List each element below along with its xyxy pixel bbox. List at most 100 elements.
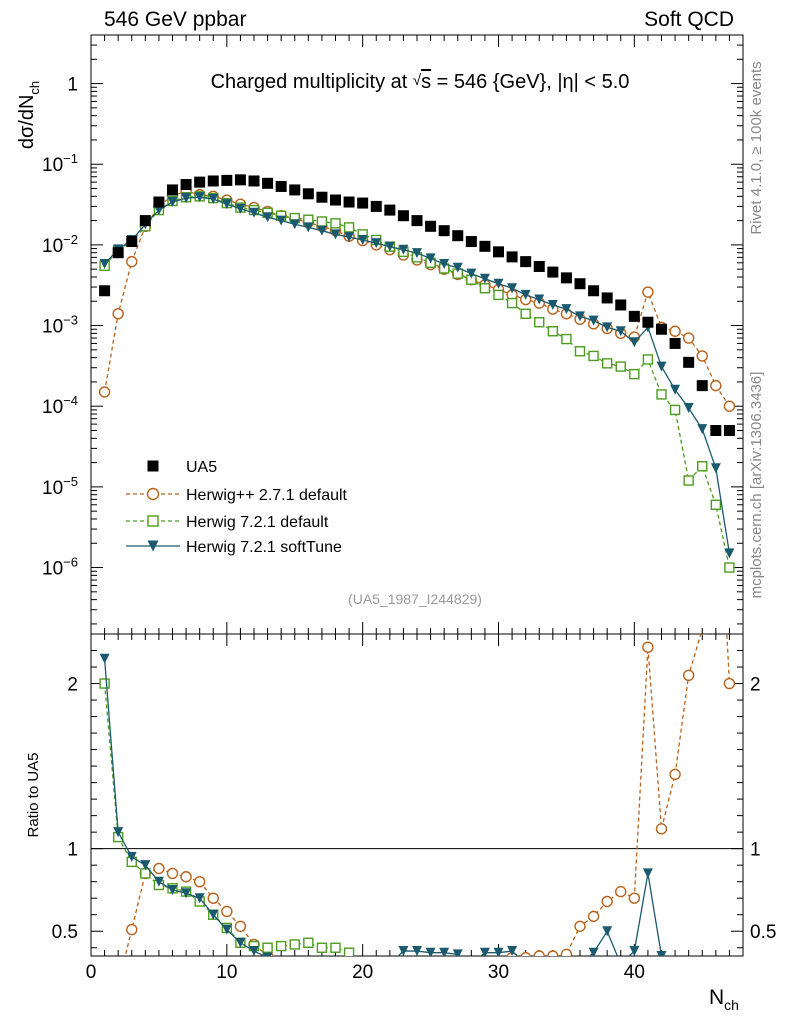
data-point <box>642 286 654 298</box>
ratio-line <box>124 634 731 956</box>
ratio-point <box>711 959 721 969</box>
x-tick-label: 30 <box>488 962 509 983</box>
ratio-point <box>507 946 518 956</box>
data-point <box>656 323 667 335</box>
data-point <box>601 358 613 369</box>
ratio-point <box>548 960 557 969</box>
data-point <box>479 240 491 252</box>
ratio-point <box>343 947 355 956</box>
ratio-point <box>153 876 164 887</box>
data-point <box>561 304 572 315</box>
data-point <box>533 260 545 272</box>
header-energy-label: 546 GeV ppbar <box>104 8 247 31</box>
data-point <box>330 229 341 240</box>
data-point <box>112 247 124 259</box>
ratio-point <box>576 960 585 969</box>
ratio-point <box>275 940 287 952</box>
ratio-point <box>193 875 206 888</box>
ratio-point <box>589 960 598 969</box>
data-point <box>357 197 369 209</box>
data-point <box>181 193 192 204</box>
ratio-point <box>194 893 205 904</box>
ratio-point <box>548 959 558 969</box>
data-point <box>696 350 708 362</box>
legend-entry: UA5 <box>147 459 217 476</box>
data-point <box>683 356 695 368</box>
data-point <box>710 379 722 392</box>
legend-marker <box>147 460 159 472</box>
ratio-point <box>629 946 640 956</box>
data-point <box>99 285 111 297</box>
data-point <box>629 337 640 348</box>
ratio-point <box>276 959 286 969</box>
data-point <box>302 188 314 200</box>
data-point <box>547 266 559 278</box>
ratio-point <box>221 924 232 935</box>
ratio-point <box>711 414 721 424</box>
ratio-point <box>262 942 273 953</box>
data-point <box>438 225 450 237</box>
data-point <box>384 241 395 252</box>
x-tick-label: 0 <box>86 962 97 983</box>
data-point <box>153 205 164 216</box>
ratio-point <box>153 862 165 875</box>
data-point <box>588 350 599 362</box>
data-point <box>370 200 382 212</box>
data-point <box>207 175 219 187</box>
data-point <box>479 283 491 294</box>
data-point <box>221 199 232 210</box>
data-point <box>425 253 436 264</box>
ratio-point <box>140 868 151 879</box>
ratio-point <box>682 669 695 681</box>
ratio-point <box>657 960 666 969</box>
ratio-point <box>425 947 436 956</box>
data-point <box>167 184 178 196</box>
series-herwig-7-2-1-default <box>99 191 735 573</box>
ratio-point <box>303 937 314 948</box>
y-axis-title: dσ/dNch <box>16 81 42 149</box>
ratio-point <box>276 959 286 969</box>
ratio-point <box>603 960 612 969</box>
main-panel: 1 10−1 10−2 10−3 10−4 10−5 10−6 <box>42 34 744 635</box>
data-point <box>534 317 545 328</box>
ratio-point <box>331 959 341 969</box>
ratio-point <box>453 960 462 969</box>
data-point <box>493 289 504 301</box>
data-point <box>520 256 532 268</box>
ratio-point <box>699 634 706 635</box>
ratio-point <box>385 959 395 969</box>
data-point <box>628 310 640 322</box>
data-point <box>465 236 477 248</box>
ratio-series-herwig-2-7-1-default <box>124 414 736 969</box>
ratio-point <box>180 871 192 883</box>
ratio-point <box>412 946 422 956</box>
legend-entry: Herwig++ 2.7.1 default <box>126 487 348 504</box>
data-point <box>710 463 721 474</box>
ratio-point <box>575 959 585 969</box>
ratio-point <box>574 920 586 932</box>
legend-marker <box>147 540 159 552</box>
data-point <box>343 196 355 208</box>
ratio-point <box>234 920 247 932</box>
data-point <box>656 361 667 372</box>
ratio-point <box>330 942 341 953</box>
data-point <box>153 196 165 208</box>
svg-text:dσ/dNch: dσ/dNch <box>16 81 42 149</box>
data-point <box>303 222 314 233</box>
ratio-point <box>561 959 571 969</box>
legend-label: Herwig++ 2.7.1 default <box>186 487 348 504</box>
data-point <box>139 215 151 227</box>
data-point <box>112 308 124 320</box>
svg-text:Ratio to UA5: Ratio to UA5 <box>25 752 42 837</box>
ratio-tick-label-right: 2 <box>750 675 761 696</box>
analysis-id-label: (UA5_1987_I244829) <box>348 591 482 607</box>
data-point <box>99 258 110 269</box>
header-category-label: Soft QCD <box>644 8 734 31</box>
data-point <box>248 175 260 187</box>
ratio-point <box>656 951 667 956</box>
ratio-point <box>711 960 720 969</box>
ratio-point <box>166 867 179 880</box>
ratio-point <box>533 950 545 956</box>
data-point <box>493 278 504 289</box>
